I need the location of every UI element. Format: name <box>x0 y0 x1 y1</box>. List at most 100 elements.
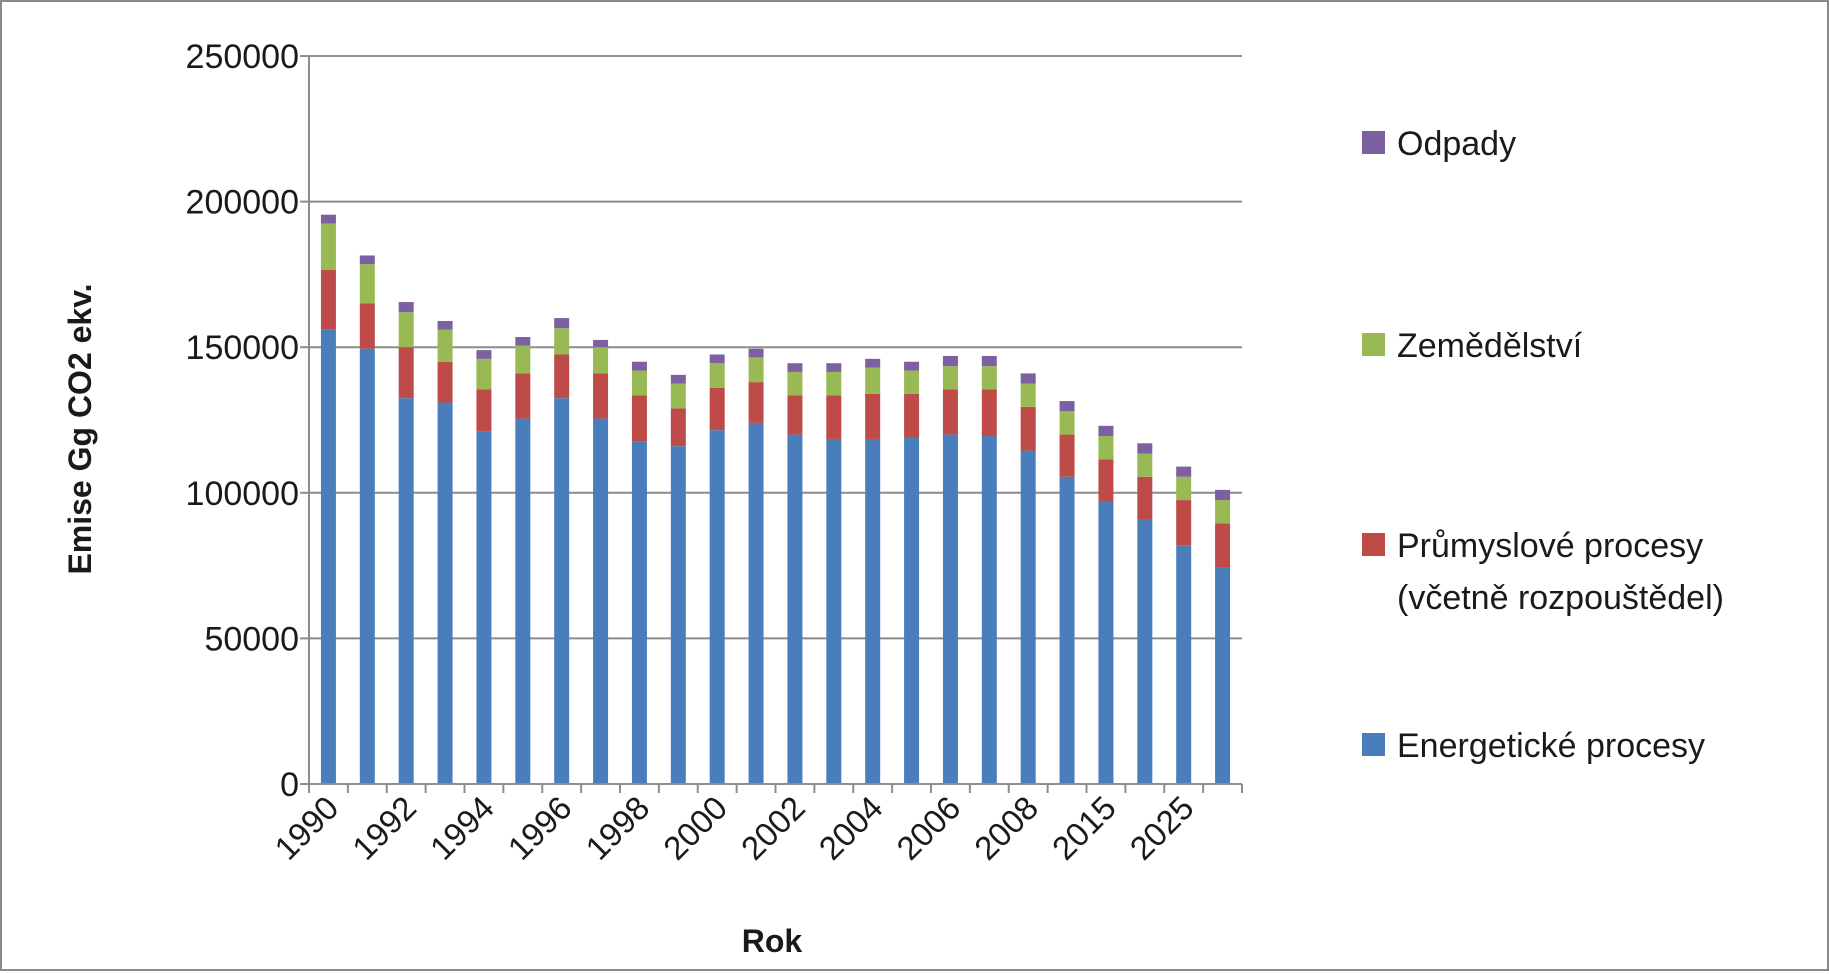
bar-segment <box>1059 411 1075 435</box>
bar-segment <box>787 371 803 396</box>
bar-segment <box>826 395 842 439</box>
bar-segment <box>398 398 414 784</box>
bar-segment <box>904 393 920 438</box>
bar-segment <box>904 437 920 784</box>
bar-segment <box>398 302 414 313</box>
bar-segment <box>359 348 375 784</box>
bar-segment <box>631 361 647 371</box>
bar-segment <box>1137 443 1153 454</box>
x-tick-label: 1994 <box>423 789 501 867</box>
bar-segment <box>709 430 725 784</box>
series-0 <box>320 329 1231 784</box>
bar-segment <box>670 408 686 447</box>
y-tick-label: 250000 <box>186 38 299 76</box>
legend-swatch <box>1362 333 1385 356</box>
bar-segment <box>1215 523 1231 568</box>
bar-segment <box>748 422 764 784</box>
bar-segment <box>670 374 686 384</box>
bar-segment <box>593 418 609 784</box>
bar-segment <box>1059 476 1075 784</box>
bar-segment <box>865 393 881 439</box>
bar-segment <box>1137 519 1153 784</box>
bar-segment <box>942 355 958 367</box>
bar-segment <box>826 363 842 372</box>
bar-segment <box>515 373 531 419</box>
bar-segment <box>359 255 375 265</box>
bar-segment <box>437 402 453 784</box>
bar-segment <box>1059 434 1075 477</box>
bar-segment <box>476 431 492 784</box>
x-tick-labels: 1990 1992 1994 1996 1998 2000 2002 2004 2006 2008… <box>267 789 1200 867</box>
x-tick-label: 1996 <box>501 789 579 867</box>
bar-segment <box>554 398 570 784</box>
bar-segment <box>904 361 920 371</box>
x-tick-label: 2006 <box>889 789 967 867</box>
bar-segment <box>748 382 764 423</box>
bar-segment <box>1020 383 1036 407</box>
bar-segment <box>826 371 842 396</box>
bar-segment <box>515 337 531 346</box>
bar-segment <box>1098 501 1114 784</box>
x-tick-label: 2025 <box>1123 789 1201 867</box>
bar-segment <box>1098 459 1114 502</box>
bar-segment <box>981 355 997 367</box>
bar-segment <box>437 361 453 403</box>
x-tick-label: 2004 <box>812 789 890 867</box>
bar-segment <box>865 358 881 368</box>
bar-segment <box>826 438 842 784</box>
bar-segment <box>1215 489 1231 501</box>
bar-segment <box>1176 500 1192 546</box>
x-tick-label: 1992 <box>345 789 423 867</box>
x-tick-label: 2000 <box>656 789 734 867</box>
series-2 <box>320 223 1231 524</box>
bar-segment <box>320 214 336 224</box>
legend-swatch <box>1362 131 1385 154</box>
bar-segment <box>437 320 453 330</box>
bar-segment <box>631 370 647 396</box>
x-tick-label: 2008 <box>967 789 1045 867</box>
bar-segment <box>1137 476 1153 520</box>
bar-segment <box>1020 373 1036 384</box>
legend-item: Průmyslové procesy (včetně rozpouštědel) <box>1362 527 1724 617</box>
y-tick-label: 150000 <box>186 329 299 367</box>
x-axis-title: Rok <box>742 923 803 959</box>
bar-segment <box>515 345 531 374</box>
bar-segment <box>981 436 997 784</box>
x-tick-label: 1998 <box>578 789 656 867</box>
bar-segment <box>865 367 881 394</box>
bar-segment <box>554 354 570 399</box>
bar-segment <box>1215 567 1231 784</box>
bar-segment <box>1059 401 1075 412</box>
bar-segment <box>787 363 803 372</box>
bar-segment <box>398 312 414 348</box>
bar-segment <box>554 328 570 355</box>
y-tick-label: 0 <box>280 766 299 804</box>
bar-segment <box>787 434 803 784</box>
bar-segment <box>631 441 647 784</box>
bar-segment <box>476 358 492 390</box>
bar-segment <box>554 318 570 329</box>
bar-segment <box>787 395 803 435</box>
bar-segment <box>1098 425 1114 437</box>
x-tick-label: 2015 <box>1045 789 1123 867</box>
bar-segment <box>631 395 647 442</box>
bar-segment <box>981 389 997 437</box>
legend-swatch <box>1362 533 1385 556</box>
gridlines <box>309 55 1242 640</box>
bar-segment <box>748 357 764 383</box>
bar-segment <box>942 389 958 435</box>
bar-segment <box>709 363 725 388</box>
legend-label: Průmyslové procesy <box>1397 527 1703 565</box>
bar-segment <box>320 270 336 330</box>
bar-segment <box>320 329 336 784</box>
legend-item: Energetické procesy <box>1362 727 1705 765</box>
y-axis-title: Emise Gg CO2 ekv. <box>62 283 98 574</box>
y-tick-label: 50000 <box>204 620 299 658</box>
bar-segment <box>904 370 920 394</box>
y-tick-label: 100000 <box>186 475 299 513</box>
bar-segment <box>748 348 764 358</box>
x-tick-label: 2002 <box>734 789 812 867</box>
series-1 <box>320 270 1231 568</box>
bar-segment <box>1020 406 1036 451</box>
